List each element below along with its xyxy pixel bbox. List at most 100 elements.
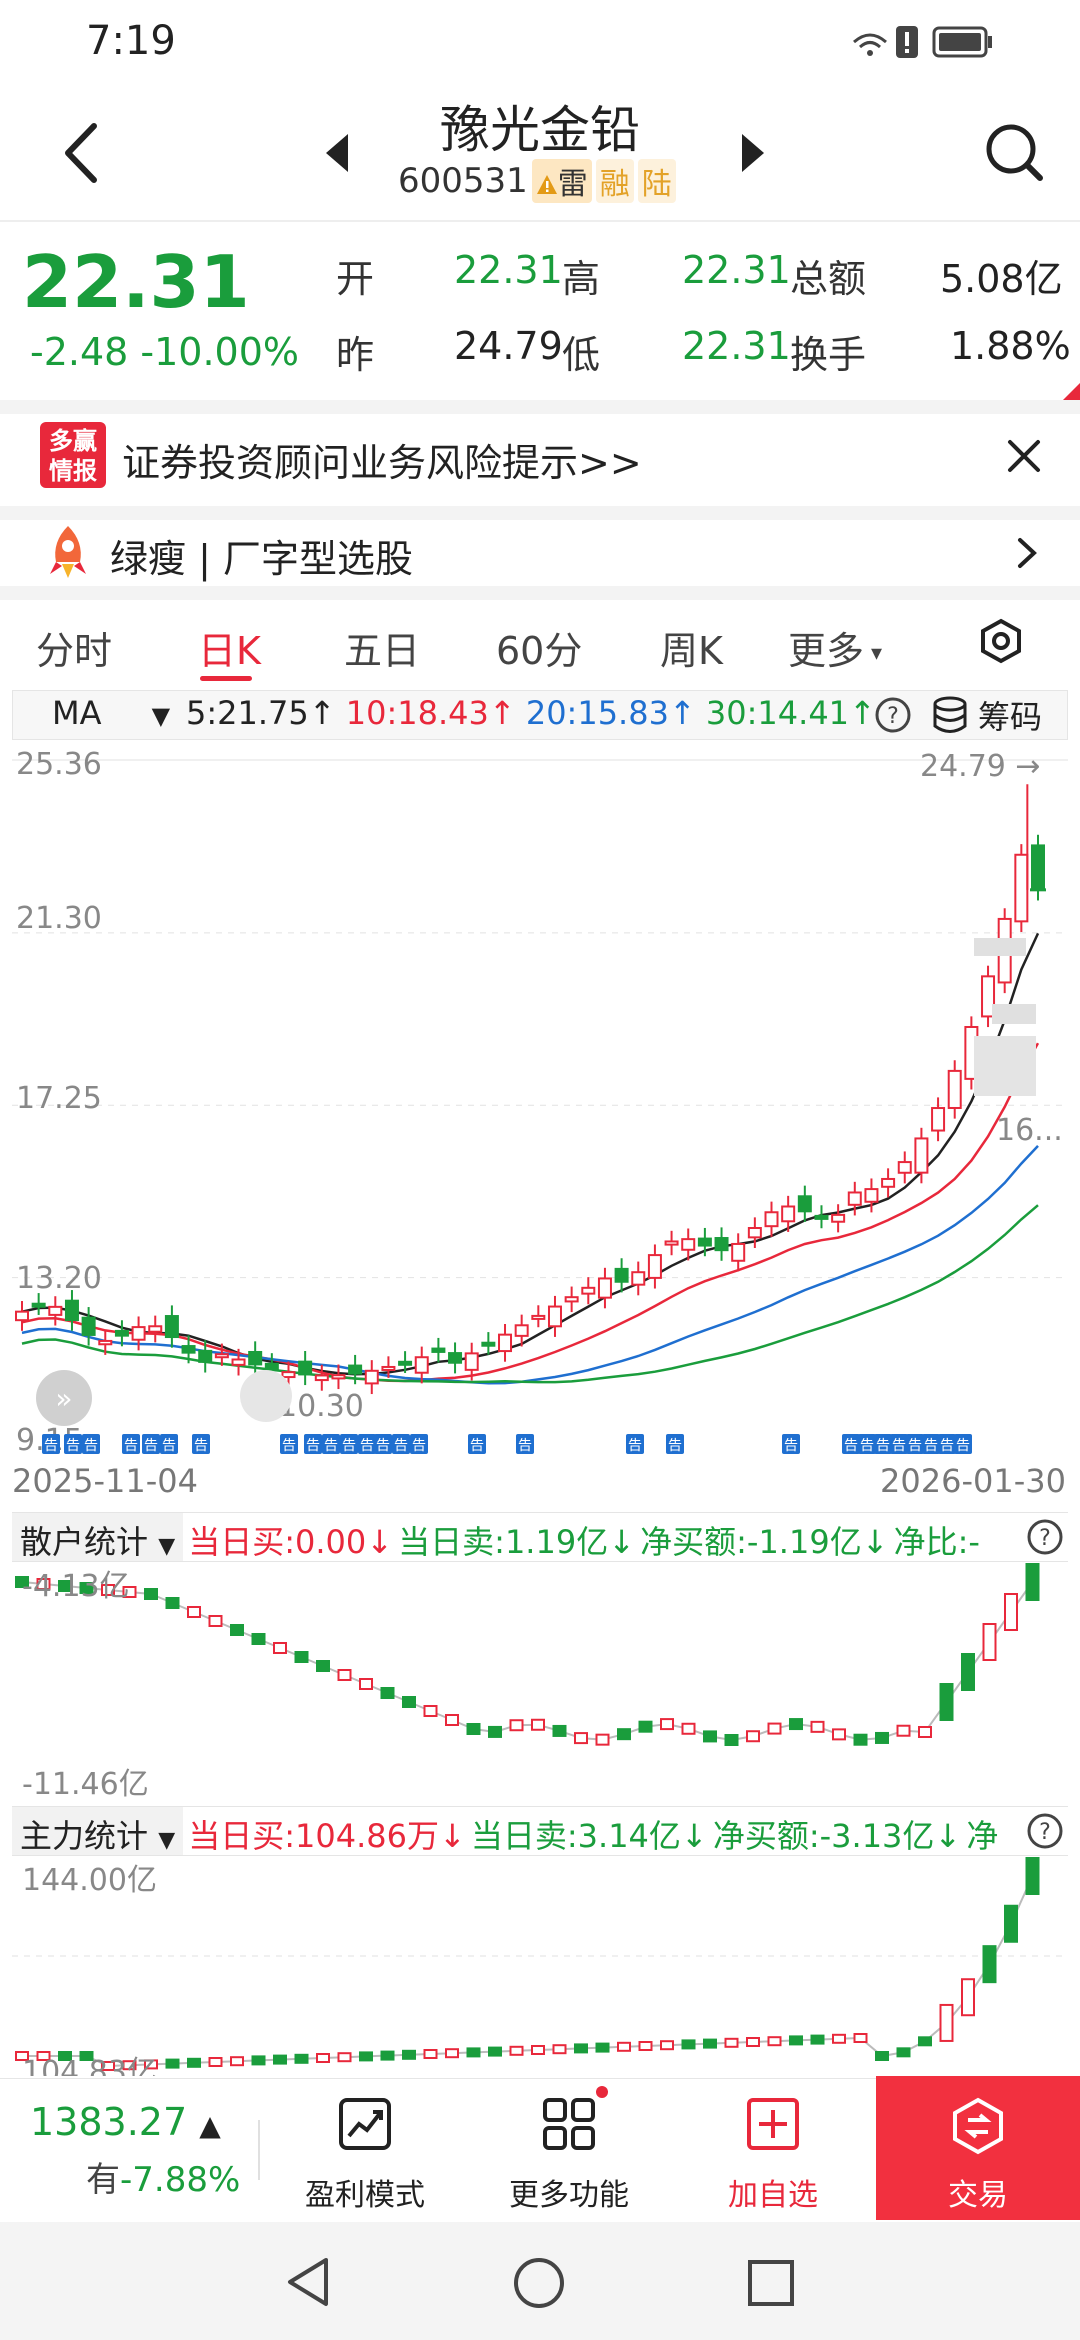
main-bar (939, 2003, 954, 2042)
main-bar (294, 2053, 309, 2064)
nav-back-icon[interactable] (284, 2256, 334, 2308)
notice-tag-bg (906, 1434, 924, 1454)
notice-tag-bg (938, 1434, 956, 1454)
next-stock-button[interactable] (732, 128, 772, 178)
notice-tag-label: 告 (628, 1438, 642, 1454)
connect-tag[interactable]: 陆 (637, 159, 676, 203)
main-bar (875, 2051, 889, 2061)
stock-name: 豫光金铅 (440, 101, 640, 159)
risk-tag[interactable]: 雷 (531, 159, 592, 203)
chip-distribution-button[interactable]: 筹码 (930, 692, 1042, 738)
tab-intraday[interactable]: 分时 (36, 629, 113, 673)
zoom-button[interactable] (240, 1370, 292, 1422)
candle-body (64, 1299, 79, 1322)
main-force-selector[interactable]: 主力统计 ▼ (12, 1807, 184, 1855)
retail-bar (660, 1718, 674, 1731)
promo-text[interactable]: 绿瘦 | 厂字型选股 (110, 537, 413, 581)
tab-daily-k[interactable]: 日K (198, 629, 261, 673)
tab-five-day[interactable]: 五日 (344, 629, 421, 673)
ma-selector-label: MA (52, 694, 102, 732)
ma-selector[interactable]: MA ▼ (22, 694, 170, 732)
main-bar (703, 2038, 717, 2049)
status-time: 7:19 (86, 18, 176, 64)
retail-selector[interactable]: 散户统计 ▼ (12, 1513, 184, 1561)
margin-tag[interactable]: 融 (595, 159, 634, 203)
notice-tag-label: 告 (412, 1438, 426, 1454)
section-divider (0, 400, 1080, 414)
candle-body (381, 1365, 396, 1371)
notice-tag: 告 (358, 1434, 376, 1454)
open-label: 开 (336, 257, 375, 301)
nav-recents-icon[interactable] (746, 2258, 796, 2308)
main-force-indicator-bar: 主力统计 ▼ 当日买:104.86万↓ 当日卖:3.14亿↓ 净买额:-3.13… (12, 1806, 1068, 1856)
main-bar (1025, 1857, 1040, 1895)
candle-body (897, 1161, 912, 1174)
main-bar (488, 2046, 502, 2057)
main-bar (595, 2042, 610, 2053)
prev-close-label: 昨 (336, 333, 375, 377)
main-bar (36, 2051, 51, 2061)
index-value[interactable]: 1383.27 ▲ (30, 2100, 221, 2144)
risk-notice-text[interactable]: 证券投资顾问业务风险提示>> (122, 441, 642, 485)
retail-bar (101, 1584, 115, 1596)
search-button[interactable] (978, 118, 1048, 188)
dropdown-triangle-icon: ▼ (158, 1534, 176, 1559)
candle-body (1031, 844, 1045, 891)
main-bar (724, 2037, 739, 2048)
more-functions-label: 更多功能 (509, 2178, 629, 2213)
svg-text:?: ? (887, 704, 899, 729)
retail-bar (316, 1660, 330, 1672)
notice-tag-bg (142, 1434, 160, 1454)
ma-help-button[interactable]: ? (874, 696, 912, 734)
tab-more[interactable]: 更多 ▾ (788, 620, 882, 675)
notice-tag-bg (358, 1434, 376, 1454)
index-prefix: 有 (86, 2160, 120, 2200)
notice-tag-label: 告 (394, 1438, 408, 1454)
candle-body (764, 1211, 779, 1228)
retail-bar (509, 1719, 524, 1732)
stock-code-row: 600531 雷 融 陆 (398, 158, 676, 204)
low-price-marker: 10.30 (278, 1389, 364, 1424)
profit-mode-button[interactable]: 盈利模式 (300, 2096, 430, 2214)
date-end: 2026-01-30 (880, 1462, 1066, 1500)
trade-button[interactable]: 交易 (876, 2076, 1080, 2220)
status-icons (853, 26, 992, 58)
back-button[interactable] (56, 118, 116, 188)
expand-corner-indicator[interactable] (1062, 383, 1080, 401)
candle-body (714, 1237, 729, 1252)
candle-body (731, 1242, 746, 1262)
previous-stock-button[interactable] (318, 128, 358, 178)
kline-chart[interactable]: 16... 25.36 21.30 17.25 13.20 9.15 24.79… (12, 740, 1068, 1462)
tab-60min[interactable]: 60分 (496, 629, 583, 673)
expand-sidebar-button[interactable]: » (36, 1370, 92, 1426)
candle-body (31, 1302, 46, 1308)
main-force-sell: 当日卖:3.14亿↓ (470, 1817, 708, 1855)
candle-body (448, 1352, 463, 1364)
tab-more-label: 更多 (788, 629, 865, 673)
main-force-help-icon[interactable]: ? (1026, 1812, 1064, 1850)
notice-tag-label: 告 (518, 1438, 532, 1454)
candle-body (864, 1188, 879, 1203)
main-bar (423, 2049, 438, 2059)
close-banner-button[interactable] (1004, 436, 1044, 476)
main-force-chart[interactable]: 144.00亿 104.83亿 (12, 1856, 1068, 2076)
retail-bar (832, 1728, 846, 1741)
notice-tag: 告 (122, 1434, 140, 1454)
chevron-right-icon[interactable] (1014, 536, 1040, 570)
retail-chart[interactable]: -4.13亿 -11.46亿 (12, 1562, 1068, 1806)
retail-bar (724, 1733, 739, 1746)
chart-settings-button[interactable] (978, 618, 1024, 664)
triangle-up-icon: ▲ (199, 2109, 221, 2142)
nav-home-icon[interactable] (512, 2256, 566, 2310)
tab-weekly-k[interactable]: 周K (660, 629, 723, 673)
dropdown-triangle-icon: ▼ (158, 1828, 176, 1853)
notice-tag-bg (122, 1434, 140, 1454)
notice-tag-label: 告 (162, 1438, 176, 1454)
more-functions-button[interactable]: 更多功能 (504, 2096, 634, 2214)
retail-ratio: 净比:- (893, 1523, 980, 1561)
notice-tag-bg (842, 1434, 860, 1454)
add-watchlist-button[interactable]: 加自选 (708, 2096, 838, 2214)
candle-body (15, 1310, 29, 1322)
retail-help-icon[interactable]: ? (1026, 1518, 1064, 1556)
rocket-icon (46, 524, 90, 580)
